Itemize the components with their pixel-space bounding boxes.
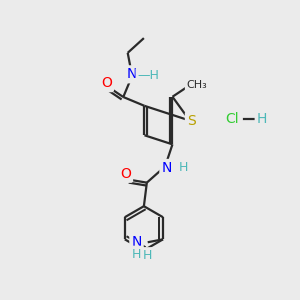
Text: CH₃: CH₃ <box>187 80 207 90</box>
Text: H: H <box>257 112 267 126</box>
Text: H: H <box>143 249 152 262</box>
Text: H: H <box>132 248 141 260</box>
Text: S: S <box>187 114 196 128</box>
Text: N: N <box>127 67 137 81</box>
Text: N: N <box>131 235 142 249</box>
Text: —H: —H <box>137 69 159 82</box>
Text: H: H <box>179 161 188 174</box>
Text: Cl: Cl <box>226 112 239 126</box>
Text: O: O <box>101 76 112 90</box>
Text: N: N <box>161 161 172 175</box>
Text: O: O <box>120 167 131 181</box>
